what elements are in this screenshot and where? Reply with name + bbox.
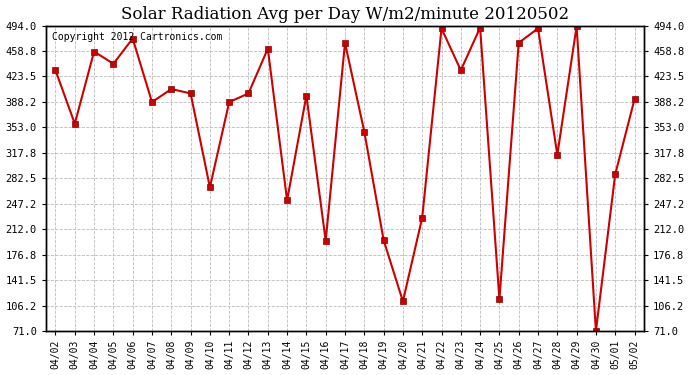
Title: Solar Radiation Avg per Day W/m2/minute 20120502: Solar Radiation Avg per Day W/m2/minute …: [121, 6, 569, 22]
Text: Copyright 2012 Cartronics.com: Copyright 2012 Cartronics.com: [52, 32, 222, 42]
